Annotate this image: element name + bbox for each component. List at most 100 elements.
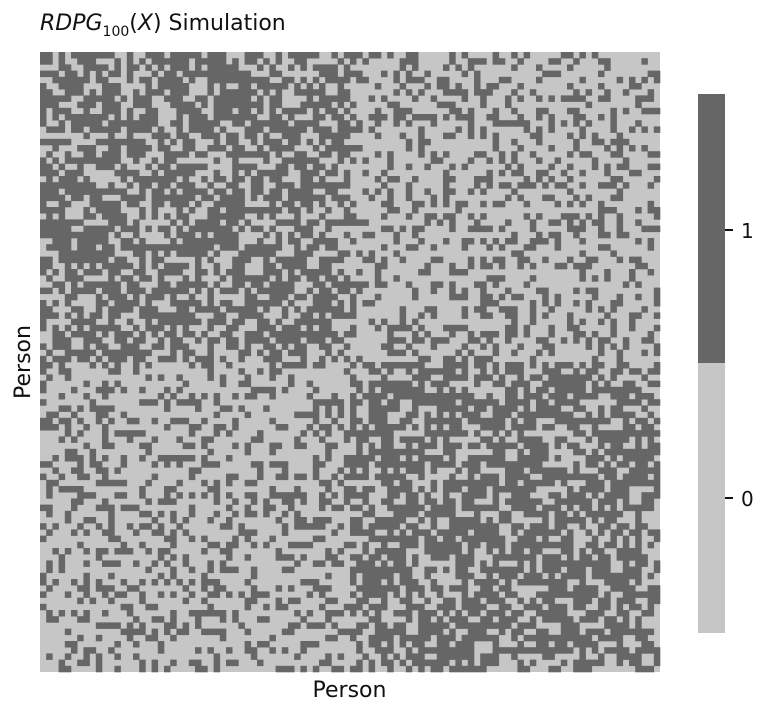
heatmap-cell: [492, 138, 500, 146]
heatmap-cell: [269, 244, 276, 251]
heatmap-cell: [288, 628, 295, 636]
heatmap-cell: [492, 83, 500, 90]
heatmap-cell: [164, 548, 171, 555]
heatmap-cell: [176, 89, 183, 96]
heatmap-cell: [436, 386, 444, 394]
heatmap-cell: [244, 95, 252, 102]
heatmap-cell: [511, 386, 518, 394]
heatmap-cell: [393, 610, 400, 617]
heatmap-cell: [319, 343, 326, 350]
heatmap-cell: [108, 250, 115, 257]
heatmap-cell: [542, 343, 549, 350]
heatmap-cell: [486, 473, 493, 481]
heatmap-cell: [126, 145, 134, 152]
heatmap-cell: [480, 213, 487, 220]
heatmap-cell: [449, 665, 456, 673]
heatmap-cell: [244, 114, 252, 121]
heatmap-cell: [238, 120, 245, 127]
heatmap-cell: [108, 597, 115, 605]
heatmap-cell: [374, 566, 382, 574]
heatmap-cell: [579, 331, 586, 338]
heatmap-cell: [393, 362, 400, 369]
heatmap-cell: [350, 281, 357, 288]
heatmap-cell: [604, 312, 611, 319]
heatmap-cell: [182, 132, 190, 140]
heatmap-cell: [542, 362, 549, 369]
heatmap-cell: [89, 362, 97, 369]
heatmap-cell: [647, 628, 655, 636]
heatmap-cell: [511, 349, 518, 357]
heatmap-cell: [343, 151, 351, 158]
heatmap-cell: [114, 535, 121, 543]
heatmap-cell: [622, 424, 630, 431]
heatmap-cell: [511, 486, 518, 493]
heatmap-cell: [226, 523, 233, 530]
heatmap-cell: [182, 238, 190, 245]
heatmap-cell: [560, 169, 568, 177]
heatmap-cell: [151, 157, 159, 164]
heatmap-cell: [467, 603, 475, 611]
heatmap-cell: [269, 349, 276, 357]
heatmap-cell: [40, 89, 47, 96]
heatmap-cell: [108, 349, 115, 357]
heatmap-cell: [306, 306, 314, 313]
heatmap-cell: [157, 554, 165, 561]
heatmap-cell: [467, 659, 475, 667]
heatmap-cell: [653, 473, 661, 481]
heatmap-cell: [52, 76, 59, 84]
heatmap-cell: [641, 95, 648, 102]
heatmap-cell: [133, 194, 140, 202]
heatmap-cell: [188, 52, 196, 59]
heatmap-cell: [461, 579, 469, 586]
heatmap-cell: [201, 572, 208, 580]
heatmap-cell: [226, 231, 233, 239]
heatmap-cell: [114, 138, 121, 146]
heatmap-cell: [213, 52, 221, 59]
heatmap-cell: [480, 529, 487, 536]
heatmap-cell: [579, 362, 586, 369]
heatmap-cell: [126, 548, 134, 555]
heatmap-cell: [312, 473, 320, 481]
heatmap-cell: [325, 287, 332, 295]
heatmap-cell: [436, 616, 444, 623]
heatmap-cell: [337, 58, 345, 65]
heatmap-cell: [455, 417, 462, 425]
heatmap-cell: [201, 362, 208, 369]
heatmap-cell: [610, 622, 617, 629]
heatmap-cell: [387, 188, 394, 195]
heatmap-cell: [126, 430, 134, 437]
heatmap-cell: [139, 597, 146, 605]
heatmap-cell: [170, 188, 177, 195]
heatmap-cell: [201, 436, 208, 443]
heatmap-cell: [306, 275, 314, 282]
heatmap-cell: [405, 647, 413, 654]
heatmap-cell: [331, 442, 338, 450]
heatmap-cell: [517, 548, 524, 555]
heatmap-cell: [176, 132, 183, 140]
heatmap-cell: [579, 554, 586, 561]
heatmap-cell: [436, 399, 444, 406]
heatmap-cell: [436, 591, 444, 598]
heatmap-cell: [560, 591, 568, 598]
heatmap-cell: [381, 442, 388, 450]
heatmap-cell: [250, 510, 258, 518]
heatmap-cell: [350, 541, 357, 549]
heatmap-cell: [598, 219, 605, 226]
heatmap-cell: [591, 517, 599, 524]
heatmap-cell: [201, 417, 208, 425]
heatmap-cell: [461, 343, 469, 350]
heatmap-cell: [188, 120, 196, 127]
heatmap-cell: [343, 628, 351, 636]
heatmap-cell: [64, 114, 72, 121]
heatmap-cell: [195, 616, 202, 623]
heatmap-cell: [151, 517, 159, 524]
heatmap-cell: [46, 504, 53, 512]
heatmap-cell: [238, 281, 245, 288]
heatmap-cell: [244, 628, 252, 636]
heatmap-cell: [449, 603, 456, 611]
heatmap-cell: [362, 566, 369, 574]
heatmap-cell: [424, 622, 431, 629]
heatmap-cell: [405, 597, 413, 605]
heatmap-cell: [170, 287, 177, 295]
heatmap-cell: [157, 510, 165, 518]
